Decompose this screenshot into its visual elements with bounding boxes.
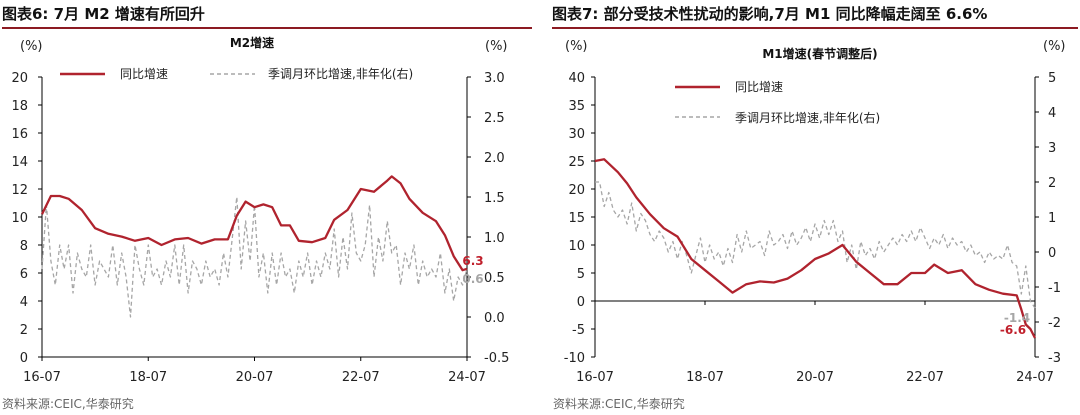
left-tick-label-m1: -10 bbox=[564, 351, 585, 366]
chart-title-m2: M2增速 bbox=[230, 35, 274, 50]
left-tick-label-m2: 20 bbox=[11, 71, 28, 86]
x-tick-label-m1: 24-07 bbox=[1016, 370, 1054, 385]
right-tick-label-m1: -1 bbox=[1048, 281, 1061, 296]
legend-label-yoy-m1: 同比增速 bbox=[735, 80, 783, 94]
left-unit-m1: (%) bbox=[565, 39, 588, 54]
left-tick-label-m1: 5 bbox=[577, 267, 585, 282]
left-unit-m2: (%) bbox=[20, 39, 43, 54]
right-tick-label-m1: 0 bbox=[1048, 246, 1056, 261]
annotation-yoy-m1: -6.6 bbox=[1000, 323, 1026, 337]
right-tick-label-m2: 2.5 bbox=[484, 111, 505, 126]
left-tick-label-m2: 12 bbox=[11, 183, 28, 198]
x-tick-label-m2: 16-07 bbox=[23, 370, 61, 385]
right-tick-label-m2: 3.0 bbox=[484, 71, 505, 86]
left-tick-label-m2: 10 bbox=[11, 211, 28, 226]
series-area-m1 bbox=[594, 158, 1037, 339]
figure-title-m2: 图表6: 7月 M2 增速有所回升 bbox=[2, 5, 205, 23]
left-tick-label-m1: 20 bbox=[568, 183, 585, 198]
x-tick-label-m1: 20-07 bbox=[796, 370, 834, 385]
left-tick-label-m2: 16 bbox=[11, 127, 28, 142]
left-tick-label-m2: 0 bbox=[20, 351, 28, 366]
right-tick-label-m1: 1 bbox=[1048, 211, 1056, 226]
right-tick-label-m1: 3 bbox=[1048, 141, 1056, 156]
legend-label-yoy-m2: 同比增速 bbox=[120, 67, 168, 81]
left-tick-label-m2: 14 bbox=[11, 155, 28, 170]
x-tick-label-m1: 16-07 bbox=[576, 370, 614, 385]
source-m2: 资料来源:CEIC,华泰研究 bbox=[2, 396, 134, 411]
left-tick-label-m2: 18 bbox=[11, 99, 28, 114]
left-tick-label-m1: 40 bbox=[568, 71, 585, 86]
right-tick-label-m2: 1.5 bbox=[484, 191, 505, 206]
left-tick-label-m2: 2 bbox=[20, 323, 28, 338]
right-tick-label-m1: 2 bbox=[1048, 176, 1056, 191]
right-axis-m1: -3 -2 -1 0 1 2 3 4 5 bbox=[1034, 71, 1061, 366]
annotations-m2: 6.30.6 bbox=[462, 254, 483, 286]
series-yoy-line-m2 bbox=[40, 175, 468, 272]
right-tick-label-m1: 4 bbox=[1048, 106, 1056, 121]
series-yoy-line-m1 bbox=[594, 158, 1037, 339]
series-area-m2 bbox=[40, 175, 468, 318]
chart-m1: 图表7: 部分受技术性扰动的影响,7月 M1 同比降幅走阔至 6.6% (%) … bbox=[552, 5, 1078, 411]
left-tick-label-m1: -5 bbox=[572, 323, 585, 338]
left-axis-m1: -10 -5 0 5 10 15 20 25 30 35 40 bbox=[564, 71, 596, 366]
left-axis-m2: 0 2 4 6 8 10 12 14 16 18 20 bbox=[11, 71, 43, 366]
legend-label-mom-m1: 季调月环比增速,非年化(右) bbox=[735, 110, 880, 125]
figure-title-m1: 图表7: 部分受技术性扰动的影响,7月 M1 同比降幅走阔至 6.6% bbox=[552, 5, 987, 23]
left-tick-label-m1: 25 bbox=[568, 155, 585, 170]
left-tick-label-m1: 15 bbox=[568, 211, 585, 226]
x-tick-label-m2: 20-07 bbox=[236, 370, 274, 385]
legend-label-mom-m2: 季调月环比增速,非年化(右) bbox=[268, 66, 413, 81]
right-tick-label-m1: -3 bbox=[1048, 351, 1061, 366]
x-axis-m1: 16-07 18-07 20-07 22-07 24-07 bbox=[576, 300, 1054, 385]
left-tick-label-m2: 4 bbox=[20, 295, 28, 310]
right-tick-label-m2: 2.0 bbox=[484, 151, 505, 166]
series-mom-line-m2 bbox=[41, 196, 468, 318]
x-tick-label-m2: 22-07 bbox=[342, 370, 380, 385]
right-tick-label-m2: 0.0 bbox=[484, 311, 505, 326]
series-mom-line-m1 bbox=[595, 181, 1036, 309]
right-tick-label-m1: 5 bbox=[1048, 71, 1056, 86]
right-axis-m2: -0.5 0.0 0.5 1.0 1.5 2.0 2.5 3.0 bbox=[466, 71, 509, 366]
x-tick-label-m1: 22-07 bbox=[906, 370, 944, 385]
right-unit-m2: (%) bbox=[485, 39, 508, 54]
x-tick-label-m2: 18-07 bbox=[129, 370, 167, 385]
left-tick-label-m1: 0 bbox=[577, 295, 585, 310]
annotation-yoy-m2: 6.3 bbox=[462, 254, 483, 268]
x-axis-m2: 16-07 18-07 20-07 22-07 24-07 bbox=[23, 356, 486, 385]
right-tick-label-m1: -2 bbox=[1048, 316, 1061, 331]
x-tick-label-m1: 18-07 bbox=[686, 370, 724, 385]
left-tick-label-m1: 30 bbox=[568, 127, 585, 142]
annotations-m1: -6.6-1.4 bbox=[1000, 311, 1030, 337]
left-tick-label-m2: 8 bbox=[20, 239, 28, 254]
right-unit-m1: (%) bbox=[1043, 39, 1066, 54]
annotation-mom-m1: -1.4 bbox=[1004, 311, 1030, 325]
right-tick-label-m2: -0.5 bbox=[484, 351, 509, 366]
chart-title-m1: M1增速(春节调整后) bbox=[762, 46, 877, 61]
chart-m2: 图表6: 7月 M2 增速有所回升 (%) (%) M2增速 同比增速 季调月环… bbox=[2, 5, 532, 411]
left-tick-label-m1: 10 bbox=[568, 239, 585, 254]
source-m1: 资料来源:CEIC,华泰研究 bbox=[553, 396, 685, 411]
right-tick-label-m2: 0.5 bbox=[484, 271, 505, 286]
x-tick-label-m2: 24-07 bbox=[448, 370, 486, 385]
annotation-mom-m2: 0.6 bbox=[462, 272, 483, 286]
right-tick-label-m2: 1.0 bbox=[484, 231, 505, 246]
left-tick-label-m2: 6 bbox=[20, 267, 28, 282]
left-tick-label-m1: 35 bbox=[568, 99, 585, 114]
